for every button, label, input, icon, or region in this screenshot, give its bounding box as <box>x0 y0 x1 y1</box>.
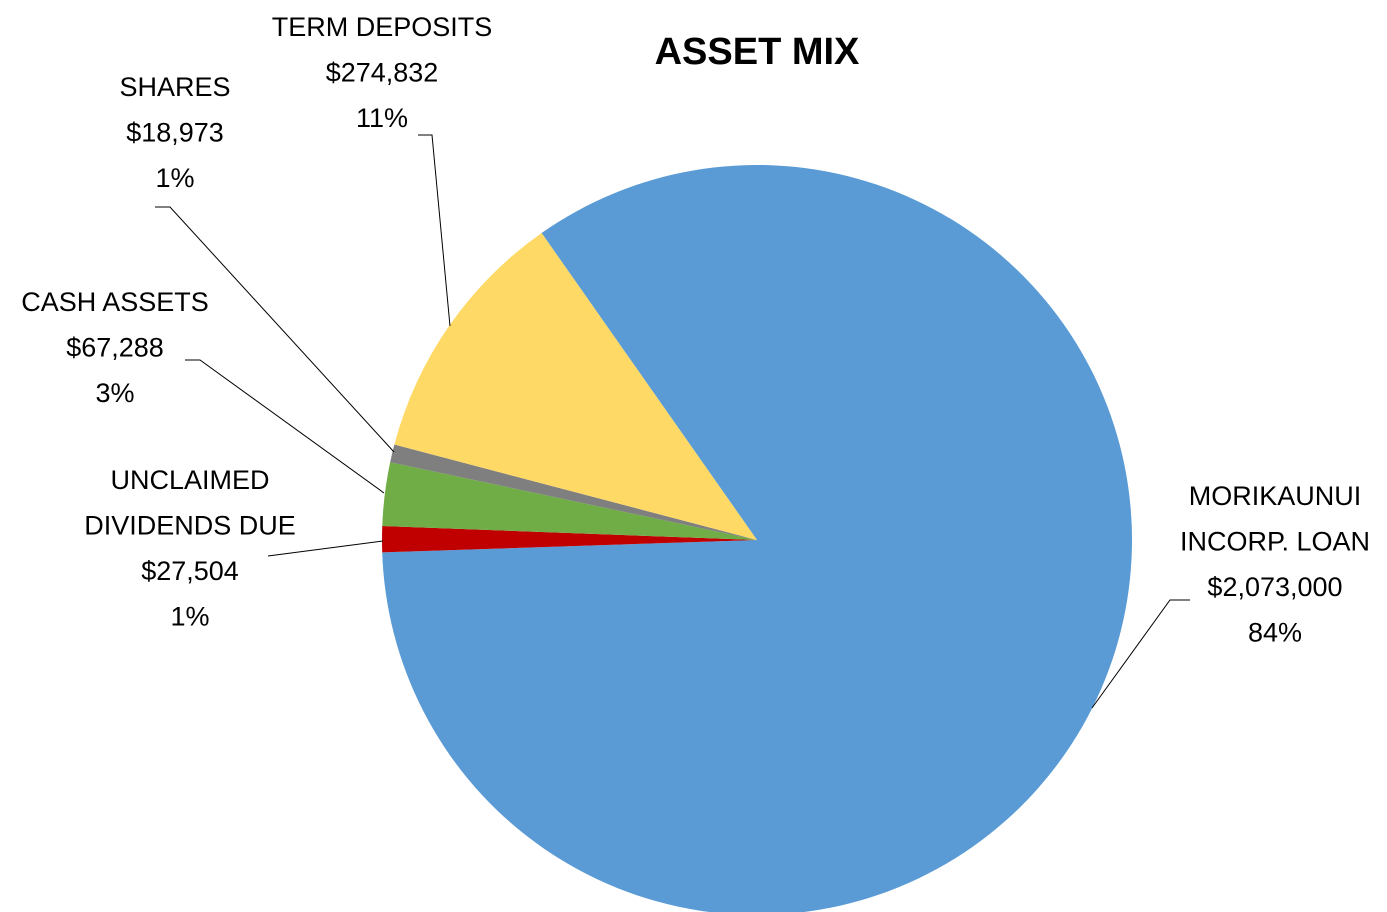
slice-label: TERM DEPOSITS <box>272 12 493 42</box>
value-label: $27,504 <box>141 556 239 586</box>
leader-line <box>185 359 385 494</box>
slice-label: UNCLAIMED <box>110 465 269 495</box>
chart-title: ASSET MIX <box>655 31 860 73</box>
slice-label: DIVIDENDS DUE <box>84 511 296 541</box>
pie-slice <box>382 526 757 553</box>
value-label: $67,288 <box>66 333 164 363</box>
value-label: $18,973 <box>126 118 224 148</box>
slice-label: MORIKAUNUI <box>1189 481 1362 511</box>
percent-label: 1% <box>170 602 209 632</box>
percent-label: 11% <box>356 103 408 133</box>
value-label: $2,073,000 <box>1207 572 1342 602</box>
percent-label: 3% <box>95 378 134 408</box>
slice-label: CASH ASSETS <box>21 287 209 317</box>
slice-label: SHARES <box>119 72 230 102</box>
percent-label: 84% <box>1248 618 1302 648</box>
value-label: $274,832 <box>326 58 439 88</box>
leader-line <box>155 206 395 453</box>
leader-line <box>418 134 451 327</box>
leader-line <box>267 540 384 557</box>
pie-slice <box>382 462 757 540</box>
pie-slice <box>390 444 757 540</box>
slice-label: INCORP. LOAN <box>1180 527 1370 557</box>
pie-slice <box>394 233 757 540</box>
percent-label: 1% <box>155 163 194 193</box>
leader-line <box>1091 599 1190 709</box>
pie-slice <box>382 165 1132 912</box>
